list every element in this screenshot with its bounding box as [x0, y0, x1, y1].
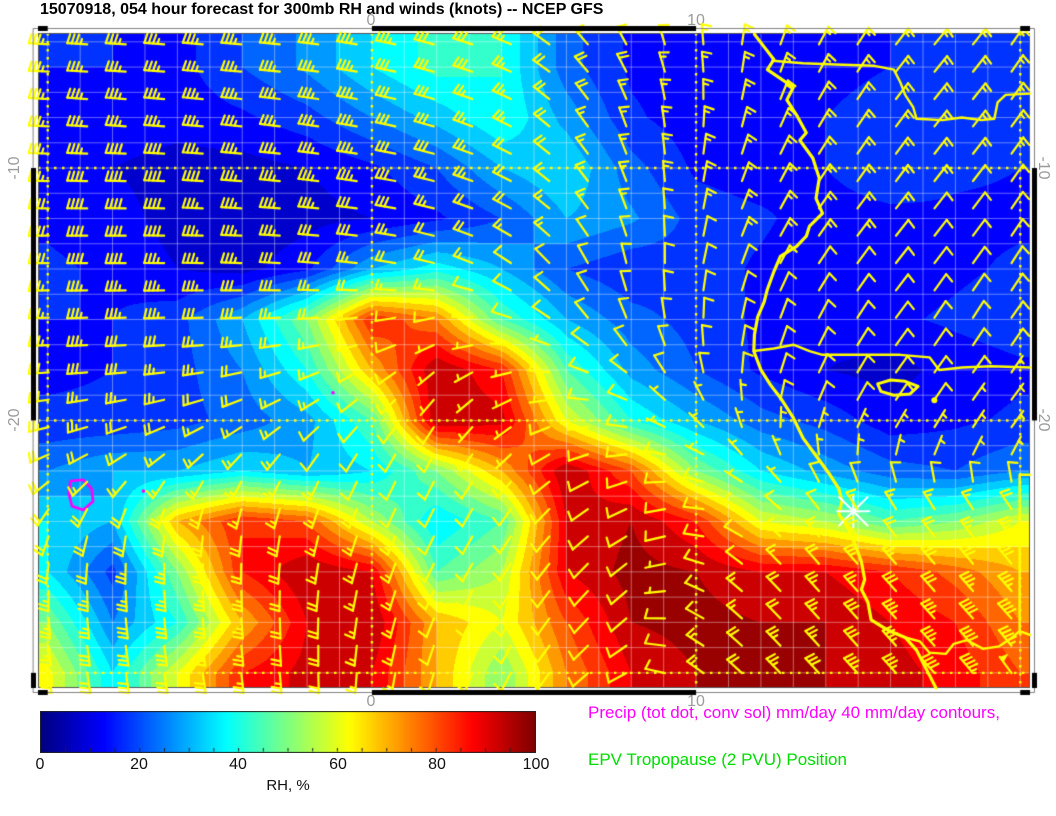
legend-precip: Precip (tot dot, conv sol) mm/day 40 mm/…	[588, 703, 1000, 722]
lat-tick-left-20: -20	[6, 408, 23, 432]
colorbar-tick-60: 60	[329, 756, 347, 773]
colorbar-tick-80: 80	[428, 756, 446, 773]
plot-title: 15070918, 054 hour forecast for 300mb RH…	[40, 1, 604, 18]
lon-tick-bottom-0: 0	[366, 693, 376, 710]
colorbar-tick-100: 100	[522, 756, 550, 773]
lat-tick-left-10: -10	[6, 156, 23, 180]
legend-epv: EPV Tropopause (2 PVU) Position	[588, 750, 847, 769]
colorbar-tick-20: 20	[130, 756, 148, 773]
colorbar-tick-40: 40	[229, 756, 247, 773]
colorbar-label: RH, %	[266, 777, 310, 794]
rh-wind-map	[28, 22, 1040, 698]
colorbar	[40, 711, 536, 753]
colorbar-tick-0: 0	[35, 756, 45, 773]
lon-tick-top-0: 0	[366, 12, 376, 29]
